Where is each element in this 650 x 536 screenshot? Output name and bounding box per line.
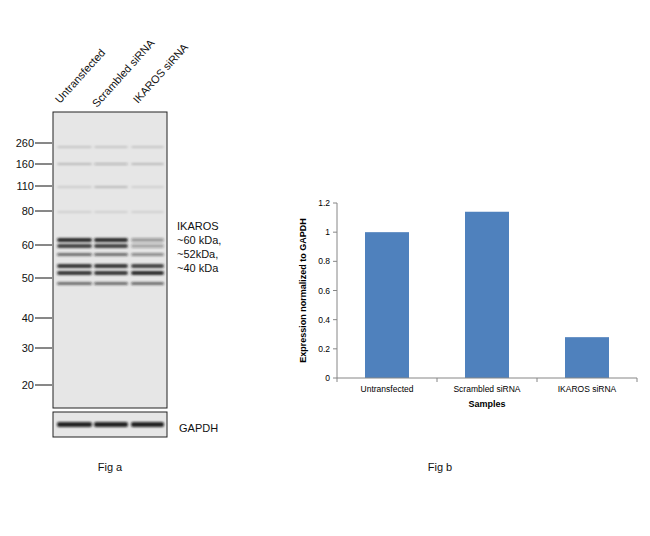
y-tick — [333, 319, 337, 320]
band-annotation: IKAROS — [177, 220, 219, 232]
y-axis-title: Expression normalized to GAPDH — [298, 218, 308, 363]
x-tick — [537, 378, 538, 382]
band — [57, 238, 92, 242]
gapdh-bands — [57, 422, 164, 427]
y-tick — [333, 203, 337, 204]
caption: Fig b — [428, 461, 452, 473]
marker-tick — [35, 143, 52, 144]
gapdh-band — [131, 422, 164, 427]
band — [131, 238, 164, 242]
marker-label: 60 — [22, 239, 34, 251]
y-tick — [333, 378, 337, 379]
band — [57, 146, 92, 148]
y-tick-label: 0.2 — [318, 344, 330, 354]
bars — [365, 212, 609, 378]
y-tick — [333, 261, 337, 262]
marker-label: 80 — [22, 205, 34, 217]
band — [131, 244, 164, 248]
marker-tick — [35, 278, 52, 279]
band-annotation: ~40 kDa — [177, 262, 219, 274]
band — [94, 271, 128, 275]
band — [94, 264, 128, 268]
marker-tick — [35, 164, 52, 165]
band — [131, 264, 164, 268]
blot-membrane — [53, 112, 167, 408]
y-tick-label: 1.2 — [318, 198, 330, 208]
lane-label: IKAROS siRNA — [131, 40, 191, 105]
band-annotation: ~60 kDa, — [177, 234, 221, 246]
bar — [465, 212, 509, 378]
gapdh-membrane — [53, 412, 167, 437]
band — [57, 271, 92, 275]
band — [94, 163, 128, 165]
marker-label: 40 — [22, 312, 34, 324]
y-tick-label: 0.4 — [318, 315, 330, 325]
band — [94, 186, 128, 188]
bar — [565, 337, 609, 378]
band — [131, 282, 164, 285]
bands — [57, 146, 164, 285]
caption: Fig a — [98, 461, 123, 473]
x-axis-title: Samples — [468, 399, 505, 409]
band — [94, 211, 128, 213]
band — [131, 163, 164, 165]
x-tick-label: Scrambled siRNA — [453, 384, 520, 394]
lane-label: Scrambled siRNA — [90, 36, 157, 109]
marker-tick — [35, 385, 52, 386]
band — [131, 271, 164, 275]
band — [57, 186, 92, 188]
marker-tick — [35, 211, 52, 212]
marker-tick — [35, 245, 52, 246]
marker-tick — [35, 348, 52, 349]
marker-label: 30 — [22, 342, 34, 354]
band-annotation: ~52kDa, — [177, 248, 218, 260]
marker-label: 160 — [16, 158, 34, 170]
y-tick-label: 0.8 — [318, 256, 330, 266]
band — [94, 244, 128, 248]
band — [57, 211, 92, 213]
marker-label: 20 — [22, 379, 34, 391]
x-tick-label: IKAROS siRNA — [558, 384, 617, 394]
band — [94, 253, 128, 256]
y-tick — [333, 232, 337, 233]
band — [57, 163, 92, 165]
x-tick — [637, 378, 638, 382]
band — [131, 253, 164, 256]
marker-label: 110 — [16, 180, 34, 192]
band — [94, 282, 128, 285]
marker-tick — [35, 186, 52, 187]
band — [57, 253, 92, 256]
band — [94, 146, 128, 148]
y-tick — [333, 290, 337, 291]
marker-tick — [35, 318, 52, 319]
x-axis — [337, 378, 637, 379]
marker-label: 50 — [22, 272, 34, 284]
x-tick — [437, 378, 438, 382]
band — [94, 238, 128, 242]
band — [131, 211, 164, 213]
band — [131, 146, 164, 148]
y-tick-label: 0.6 — [318, 286, 330, 296]
y-tick-label: 1 — [325, 227, 330, 237]
gapdh-band — [94, 422, 128, 427]
gapdh-band — [57, 422, 92, 427]
y-tick-label: 0 — [325, 373, 330, 383]
y-tick — [333, 348, 337, 349]
band — [131, 186, 164, 188]
x-tick — [337, 378, 338, 382]
x-tick-label: Untransfected — [361, 384, 414, 394]
loading-control-label: GAPDH — [179, 422, 218, 434]
bar — [365, 232, 409, 378]
figure: UntransfectedScrambled siRNAIKAROS siRNA… — [0, 0, 650, 536]
band — [57, 282, 92, 285]
marker-label: 260 — [16, 137, 34, 149]
band — [57, 264, 92, 268]
band — [57, 244, 92, 248]
